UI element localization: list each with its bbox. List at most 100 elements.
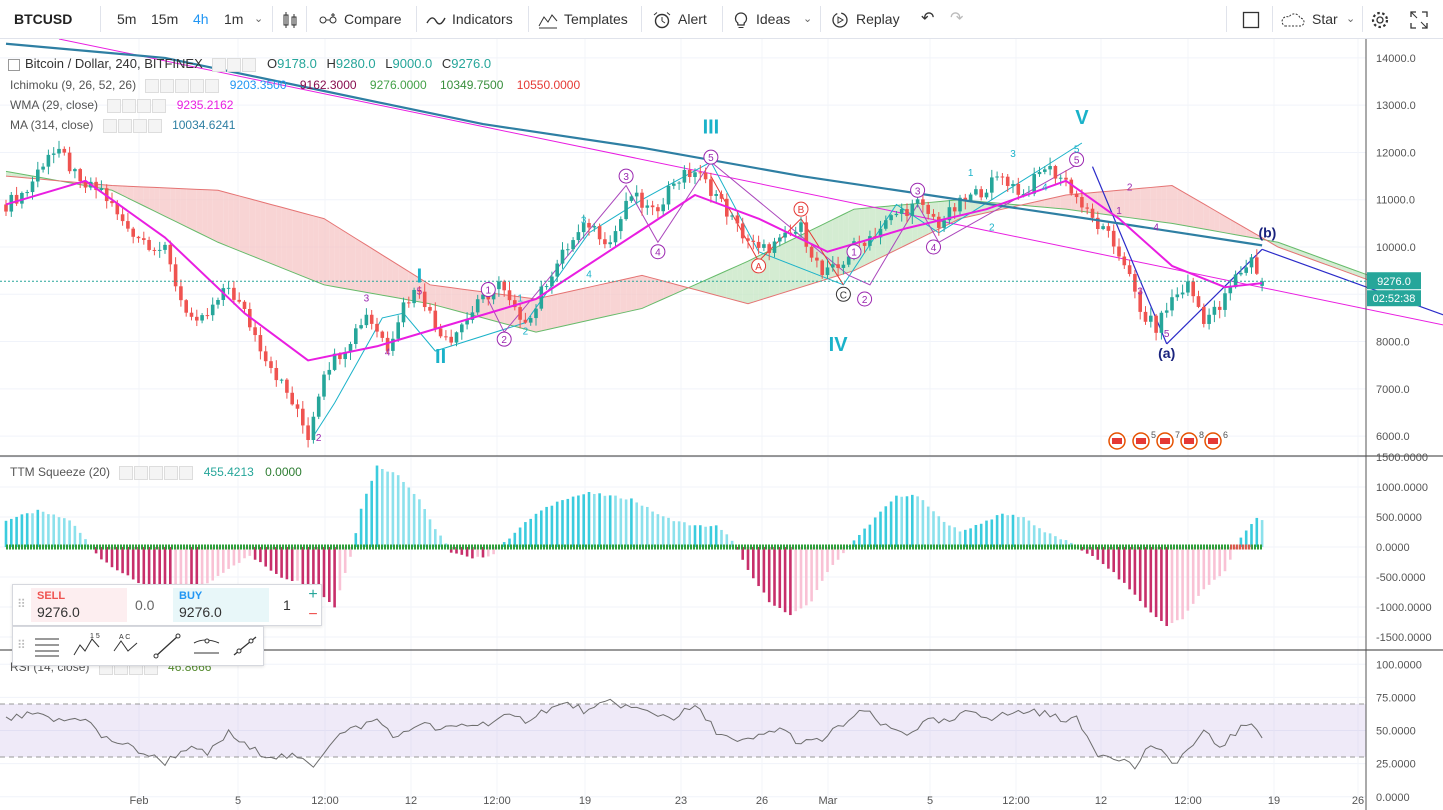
cloud-segment — [228, 193, 234, 249]
drag-handle-icon[interactable]: ⠿ — [17, 597, 26, 611]
ttm-bar — [1006, 515, 1009, 547]
candle-body — [767, 244, 771, 253]
ttm-bar — [799, 547, 803, 609]
buy-button[interactable]: BUY 9276.0 — [173, 588, 269, 622]
sell-button[interactable]: SELL 9276.0 — [31, 588, 127, 622]
expand-button[interactable] — [1410, 0, 1428, 38]
candle-body — [242, 301, 247, 309]
candle-body — [115, 203, 120, 215]
cloud-segment — [430, 284, 436, 306]
ttm-bar — [20, 514, 24, 547]
ttm-buttons[interactable] — [119, 466, 194, 482]
ttm-bar — [1255, 517, 1259, 547]
ttm-bar — [492, 547, 495, 555]
ichimoku-legend[interactable]: Ichimoku (9, 26, 52, 26) 9203.3500 9162.… — [10, 77, 580, 95]
cloud-segment — [361, 241, 367, 293]
indicators-button[interactable]: Indicators — [426, 0, 513, 38]
star-label: Star — [1312, 11, 1338, 27]
candle-body — [4, 204, 8, 212]
wma-legend[interactable]: WMA (29, close) 9235.2162 — [10, 97, 233, 115]
ttm-bar — [1096, 547, 1100, 560]
star-dropdown-icon[interactable]: ⌄ — [1346, 13, 1356, 25]
candle-body — [937, 216, 941, 228]
quantity-plus-button[interactable]: + — [308, 586, 318, 603]
cloud-segment — [705, 277, 711, 294]
ttm-bar — [863, 528, 866, 547]
interval-dropdown-icon[interactable]: ⌄ — [254, 13, 264, 25]
ideas-button[interactable]: Ideas — [732, 0, 790, 38]
wma-buttons[interactable] — [107, 99, 167, 115]
fullscreen-square-button[interactable] — [1242, 0, 1260, 38]
wave-label-small: 4 — [1153, 222, 1159, 233]
candle-body — [195, 316, 199, 321]
elliott-impulse-icon[interactable]: 1 5 — [71, 631, 103, 661]
ttm-bar — [290, 547, 294, 582]
wave-label-circle — [618, 168, 634, 184]
ttm-bar — [174, 547, 177, 594]
ttm-bar — [137, 547, 140, 584]
ma-legend[interactable]: MA (314, close) 10034.6241 — [10, 117, 235, 135]
drag-handle-icon[interactable]: ⠿ — [17, 638, 26, 652]
candle-body — [99, 188, 104, 191]
ray-line-icon[interactable] — [229, 631, 261, 661]
quantity-value[interactable]: 1 — [283, 597, 291, 613]
cloud-segment — [1156, 186, 1162, 222]
chart-canvas[interactable]: IIIIIIIVV(a)(b)12345ABC12345234512341234… — [0, 39, 1443, 810]
ttm-bar — [391, 472, 395, 547]
undo-icon[interactable]: ↶ — [921, 10, 935, 27]
candle-body — [142, 238, 146, 240]
interval-4h[interactable]: 4h — [193, 11, 209, 27]
replay-button[interactable]: Replay — [830, 0, 900, 38]
candle-style-button[interactable] — [282, 0, 304, 38]
wave-label-primary: III — [703, 117, 720, 139]
ttm-bar — [195, 547, 199, 593]
interval-1m[interactable]: 1m — [224, 11, 244, 27]
cloud-segment — [233, 194, 240, 251]
ichimoku-buttons[interactable] — [145, 79, 220, 95]
candle-body — [603, 239, 607, 245]
alert-label: Alert — [678, 11, 707, 27]
rsi-series — [0, 698, 1366, 770]
ideas-dropdown-icon[interactable]: ⌄ — [803, 13, 813, 25]
elliott-correction-icon[interactable]: A C — [111, 631, 143, 661]
settings-button[interactable] — [1370, 0, 1390, 38]
ma-buttons[interactable] — [102, 119, 163, 135]
lightbulb-icon — [734, 12, 748, 29]
ttm-bar — [386, 471, 389, 547]
parallel-channel-icon[interactable] — [191, 631, 223, 661]
star-button[interactable]: Star — [1278, 0, 1338, 38]
compare-button[interactable]: Compare — [318, 0, 402, 38]
cloud-segment — [286, 208, 293, 273]
ttm-bar — [879, 511, 882, 547]
y-tick-label: 0.0000 — [1376, 542, 1410, 554]
candle-body — [672, 183, 676, 186]
candle-body — [497, 281, 501, 290]
cloud-segment — [387, 258, 393, 298]
trend-line-icon[interactable] — [151, 631, 183, 661]
candle-body — [703, 172, 708, 180]
candle-body — [799, 222, 803, 232]
cloud-segment — [610, 281, 616, 316]
alert-button[interactable]: Alert — [652, 0, 707, 38]
fib-retracement-icon[interactable] — [31, 631, 63, 661]
ttm-legend[interactable]: TTM Squeeze (20) 455.4213 0.0000 — [10, 464, 302, 482]
candle-body — [380, 331, 385, 338]
redo-icon[interactable]: ↷ — [950, 10, 964, 27]
cloud-segment — [599, 283, 605, 318]
symbol-search[interactable]: BTCUSD — [14, 11, 73, 27]
quantity-minus-button[interactable]: − — [308, 606, 318, 623]
interval-5m[interactable]: 5m — [117, 11, 137, 27]
buy-price: 9276.0 — [179, 604, 222, 620]
cloud-segment — [742, 261, 748, 304]
interval-15m[interactable]: 15m — [151, 11, 179, 27]
ohlc-close-label: C — [441, 56, 452, 71]
wave-label-circle — [1069, 152, 1085, 168]
collapse-legend-icon[interactable] — [8, 58, 20, 71]
candle-body — [391, 338, 395, 351]
templates-button[interactable]: Templates — [538, 0, 628, 38]
candle-body — [534, 308, 538, 319]
candle-body — [375, 323, 379, 332]
legend-buttons[interactable] — [212, 58, 257, 74]
candle-body — [94, 181, 98, 191]
sell-label: SELL — [37, 590, 66, 602]
